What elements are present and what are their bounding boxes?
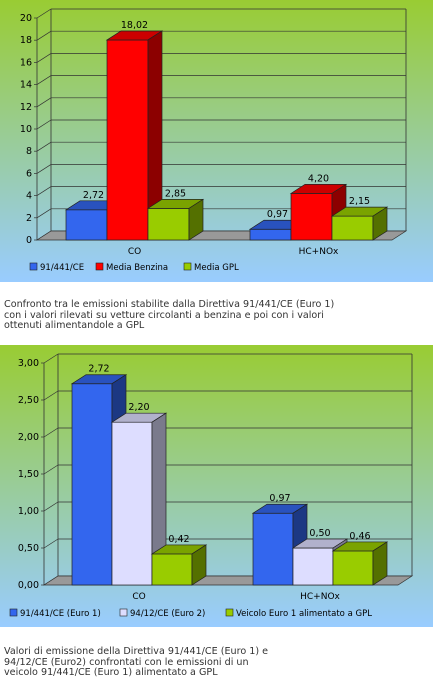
gridline-side	[36, 208, 52, 219]
data-label: 0,97	[269, 493, 290, 504]
bar-front	[331, 215, 374, 241]
legend-label: 91/441/CE	[40, 263, 84, 273]
data-label: 0,50	[309, 528, 330, 539]
bar-front	[249, 228, 292, 241]
gridline-side	[36, 30, 52, 41]
chart-1-svg: 024681012141618202,7218,022,850,974,202,…	[0, 0, 433, 282]
data-label: 2,72	[88, 364, 109, 375]
gridline-side	[43, 501, 59, 512]
value-labels: 2,72 18,02 2,85 0,97 4,20 2,15	[83, 20, 370, 220]
y-tick-label: 12	[20, 102, 32, 113]
value-labels: 2,72 2,20 0,42 0,97 0,50 0,46	[88, 364, 370, 545]
gridline-side	[36, 119, 52, 130]
y-tick-label: 3,00	[18, 358, 39, 369]
y-tick-label: 10	[20, 124, 32, 135]
y-tick-label: 20	[20, 13, 32, 24]
bar-front	[292, 547, 334, 586]
y-tick-label: 0,00	[18, 580, 39, 591]
y-tick-label: 2,50	[18, 395, 39, 406]
bar-side	[191, 544, 207, 586]
bar-front	[252, 512, 294, 586]
bars	[64, 30, 389, 241]
legend: 91/441/CE Media Benzina Media GPL	[29, 262, 239, 273]
gridline-side	[43, 538, 59, 549]
legend-swatch	[183, 262, 192, 271]
gridline-side	[43, 464, 59, 475]
bar-side	[372, 541, 388, 586]
y-axis-ticks: 0 2 4 6 8 10 12 14 16 18 20	[20, 13, 37, 246]
gridline-side	[43, 427, 59, 438]
data-label: 2,15	[349, 196, 370, 207]
x-category-label: HC+NOx	[300, 592, 340, 602]
bar-front	[147, 208, 190, 241]
emissions-chart-1: 0 2 4 6 8 10 12 14 16 18 20 2,72 18,02 2,85 0,97 4,20 2,…	[0, 0, 433, 282]
bar-side	[372, 206, 388, 241]
legend-swatch	[119, 608, 128, 617]
legend-swatch	[225, 608, 234, 617]
bar-front	[106, 39, 149, 241]
y-tick-label: 1,00	[18, 506, 39, 517]
legend-label: 91/441/CE (Euro 1)	[20, 609, 101, 619]
legend-swatch	[29, 262, 38, 271]
y-tick-label: 14	[20, 80, 32, 91]
gridline-side	[43, 390, 59, 401]
bar-front	[111, 421, 153, 586]
y-tick-label: 0	[26, 235, 32, 246]
legend: 91/441/CE (Euro 1) 94/12/CE (Euro 2) Veico…	[9, 608, 372, 619]
y-axis-ticks: 0,00 0,50 1,00 1,50 2,00 2,50 3,00	[18, 358, 44, 591]
bar	[105, 30, 164, 241]
gridline-side	[43, 353, 59, 364]
y-tick-label: 4	[26, 191, 32, 202]
gridline-side	[36, 8, 52, 19]
chart-2-caption: Valori di emissione della Direttiva 91/4…	[4, 646, 269, 678]
data-label: 2,72	[83, 190, 104, 201]
y-tick-label: 16	[20, 57, 32, 68]
bar	[110, 412, 168, 586]
legend-label: Media Benzina	[106, 263, 168, 273]
bar	[150, 544, 208, 586]
gridline-side	[36, 75, 52, 85]
gridline-side	[36, 97, 52, 108]
data-label: 18,02	[121, 20, 148, 31]
data-label: 2,85	[165, 188, 186, 199]
chart-1-caption: Confronto tra le emissioni stabilite dal…	[4, 299, 335, 331]
bar-front	[71, 383, 113, 586]
bar-front	[290, 193, 333, 241]
bar	[331, 541, 389, 586]
legend-swatch	[95, 262, 104, 271]
chart-2-svg: 0,00 0,50 1,00 1,50 2,00 2,50 3,00 2,72 2,20 0,42…	[0, 345, 433, 627]
data-label: 2,20	[128, 402, 149, 413]
gridline-side	[36, 141, 52, 152]
legend-label: 94/12/CE (Euro 2)	[130, 609, 205, 619]
x-category-label: CO	[128, 247, 141, 257]
data-label: 0,46	[349, 531, 370, 542]
bar-front	[65, 209, 108, 241]
legend-label: Veicolo Euro 1 alimentato a GPL	[236, 609, 372, 619]
bar-front	[332, 550, 374, 586]
data-label: 4,20	[308, 173, 329, 184]
data-label: 0,42	[168, 534, 189, 545]
y-tick-label: 2,00	[18, 432, 39, 443]
bar	[330, 206, 389, 241]
y-tick-label: 8	[26, 146, 32, 157]
legend-swatch	[9, 608, 18, 617]
bars	[70, 374, 389, 586]
legend-label: Media GPL	[194, 263, 239, 273]
emissions-chart-2: 0,00 0,50 1,00 1,50 2,00 2,50 3,00 2,72 2,20 0,42…	[0, 345, 433, 627]
gridline-side	[36, 53, 52, 63]
bar-front	[151, 553, 193, 586]
bar-side	[188, 198, 204, 241]
bar	[146, 198, 205, 241]
y-tick-label: 2	[26, 213, 32, 224]
x-category-label: CO	[132, 592, 145, 602]
y-tick-label: 18	[20, 35, 32, 46]
y-tick-label: 1,50	[18, 469, 39, 480]
y-tick-label: 6	[26, 168, 32, 179]
gridline-side	[36, 164, 52, 174]
data-label: 0,97	[267, 209, 288, 220]
gridline-side	[36, 186, 52, 196]
x-category-label: HC+NOx	[299, 247, 339, 257]
y-tick-label: 0,50	[18, 543, 39, 554]
